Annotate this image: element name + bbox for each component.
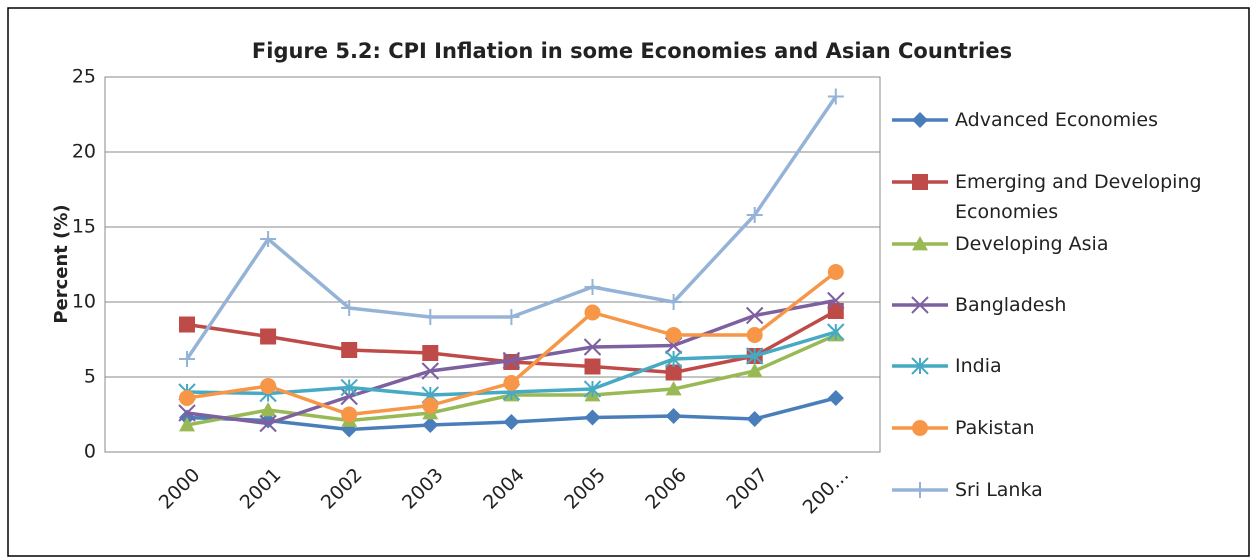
marker bbox=[179, 351, 195, 367]
legend-key bbox=[892, 174, 948, 190]
marker bbox=[665, 294, 682, 310]
marker bbox=[422, 345, 439, 361]
marker bbox=[827, 390, 844, 406]
legend-label: Pakistan bbox=[955, 417, 1035, 439]
marker bbox=[503, 309, 520, 325]
legend-key bbox=[892, 482, 948, 498]
marker bbox=[827, 291, 845, 310]
y-tick-label: 20 bbox=[72, 141, 96, 163]
marker bbox=[340, 378, 358, 397]
marker bbox=[746, 411, 763, 427]
marker bbox=[665, 327, 682, 343]
marker bbox=[912, 236, 928, 251]
marker bbox=[422, 397, 439, 414]
marker bbox=[422, 417, 439, 433]
marker bbox=[827, 303, 844, 319]
marker bbox=[583, 338, 602, 356]
marker bbox=[259, 414, 277, 433]
marker bbox=[827, 88, 844, 105]
legend-key bbox=[892, 357, 948, 375]
marker bbox=[503, 375, 520, 391]
series bbox=[179, 264, 844, 423]
marker bbox=[584, 358, 601, 375]
marker bbox=[911, 296, 929, 314]
legend-label: Emerging and Developing Economies bbox=[955, 171, 1202, 223]
marker bbox=[260, 231, 277, 247]
legend-label: India bbox=[955, 355, 1002, 377]
marker bbox=[178, 404, 196, 422]
marker bbox=[502, 351, 521, 370]
marker bbox=[746, 207, 763, 223]
marker bbox=[583, 380, 602, 398]
marker bbox=[912, 174, 928, 190]
marker bbox=[584, 304, 601, 321]
marker bbox=[746, 363, 763, 378]
marker bbox=[664, 350, 683, 368]
marker bbox=[584, 279, 601, 295]
marker bbox=[912, 420, 928, 436]
marker bbox=[179, 390, 195, 406]
marker bbox=[745, 347, 764, 365]
y-tick-label: 25 bbox=[72, 66, 96, 88]
legend-key bbox=[892, 420, 948, 436]
marker bbox=[503, 414, 520, 430]
y-axis-label: Percent (%) bbox=[51, 204, 72, 323]
marker bbox=[911, 357, 929, 375]
marker bbox=[260, 402, 277, 417]
legend-label: Sri Lanka bbox=[955, 479, 1043, 501]
y-tick-label: 10 bbox=[72, 291, 96, 313]
series bbox=[179, 390, 844, 438]
marker bbox=[827, 264, 844, 280]
legend-label: Advanced Economies bbox=[955, 109, 1159, 131]
marker bbox=[422, 309, 439, 325]
legend-label: Developing Asia bbox=[955, 233, 1109, 255]
marker bbox=[912, 112, 928, 128]
marker bbox=[665, 364, 682, 381]
series bbox=[179, 88, 844, 367]
legend-key bbox=[892, 112, 948, 128]
chart-title: Figure 5.2: CPI Inflation in some Econom… bbox=[252, 39, 1012, 63]
legend-key bbox=[892, 296, 948, 314]
legend-key bbox=[892, 236, 948, 251]
y-tick-label: 15 bbox=[72, 216, 96, 238]
marker bbox=[341, 300, 358, 316]
y-tick-label: 5 bbox=[84, 366, 96, 388]
marker bbox=[912, 482, 928, 498]
marker bbox=[260, 378, 277, 394]
marker bbox=[745, 306, 764, 325]
marker bbox=[827, 323, 845, 341]
marker bbox=[665, 408, 682, 424]
marker bbox=[179, 316, 195, 333]
chart-border bbox=[7, 7, 1250, 557]
marker bbox=[746, 327, 763, 343]
marker bbox=[421, 362, 440, 380]
marker bbox=[341, 342, 358, 358]
plot-border bbox=[104, 76, 881, 453]
marker bbox=[584, 409, 601, 426]
marker bbox=[260, 328, 277, 345]
marker bbox=[340, 387, 358, 406]
y-tick-label: 0 bbox=[84, 441, 96, 463]
legend-label: Bangladesh bbox=[955, 294, 1067, 316]
marker bbox=[179, 417, 195, 432]
marker bbox=[665, 381, 682, 396]
marker bbox=[341, 406, 358, 423]
